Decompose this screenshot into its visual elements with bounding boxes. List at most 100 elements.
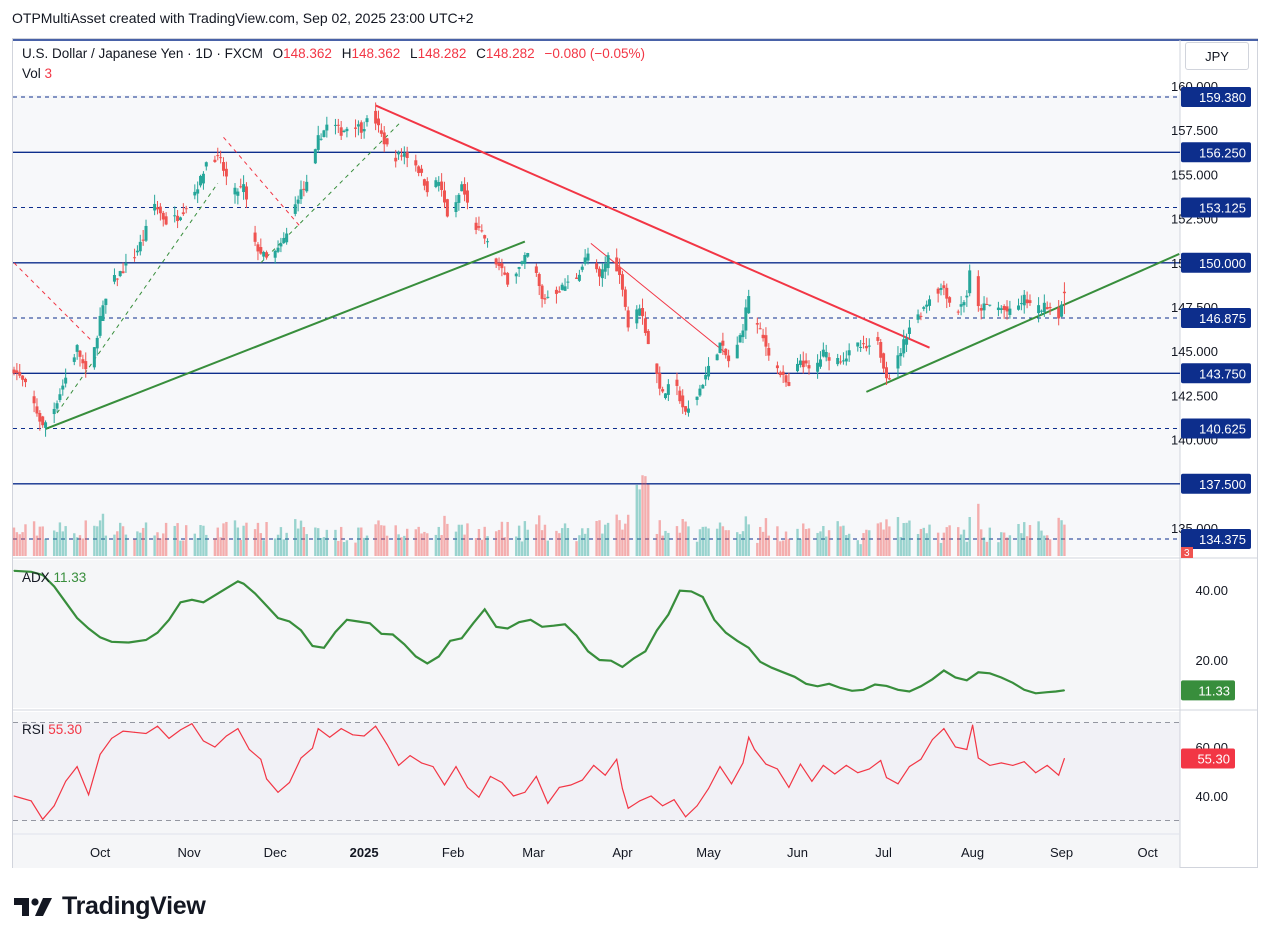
candle[interactable] xyxy=(440,173,444,197)
candle[interactable] xyxy=(879,338,883,363)
candle[interactable] xyxy=(262,250,266,261)
candle[interactable] xyxy=(847,343,851,362)
candle[interactable] xyxy=(761,328,765,342)
tradingview-logo[interactable]: TradingView xyxy=(14,892,206,921)
candle[interactable] xyxy=(1008,300,1012,319)
candle[interactable] xyxy=(821,342,825,358)
candle[interactable] xyxy=(514,272,518,284)
candle[interactable] xyxy=(1039,309,1043,316)
candle[interactable] xyxy=(675,372,679,396)
candle[interactable] xyxy=(118,270,122,278)
candle[interactable] xyxy=(463,177,467,202)
dashed-channel-down-2[interactable] xyxy=(223,136,302,228)
candle[interactable] xyxy=(265,250,269,260)
candle[interactable] xyxy=(520,260,524,266)
candle[interactable] xyxy=(1062,282,1066,315)
candle[interactable] xyxy=(1057,300,1061,326)
candle[interactable] xyxy=(95,335,99,356)
candle[interactable] xyxy=(397,150,401,160)
candle[interactable] xyxy=(92,347,96,370)
candle[interactable] xyxy=(942,280,946,296)
candle[interactable] xyxy=(887,374,891,381)
candle[interactable] xyxy=(242,175,246,200)
candle[interactable] xyxy=(285,227,289,245)
candle[interactable] xyxy=(244,182,248,208)
candle[interactable] xyxy=(747,289,751,315)
candle[interactable] xyxy=(379,123,383,137)
candle[interactable] xyxy=(537,272,541,296)
candle[interactable] xyxy=(721,332,725,355)
candle[interactable] xyxy=(1002,304,1006,319)
candle[interactable] xyxy=(784,374,788,387)
candle[interactable] xyxy=(681,389,685,414)
candle[interactable] xyxy=(219,150,223,164)
candle[interactable] xyxy=(586,247,590,265)
candle[interactable] xyxy=(758,322,762,330)
candle[interactable] xyxy=(775,361,779,375)
adx-line[interactable] xyxy=(13,569,1065,695)
candle[interactable] xyxy=(807,360,811,375)
candle[interactable] xyxy=(339,121,343,141)
candle[interactable] xyxy=(606,252,610,276)
candle[interactable] xyxy=(18,363,22,379)
candle[interactable] xyxy=(41,415,45,428)
candle[interactable] xyxy=(115,278,119,287)
candle[interactable] xyxy=(996,301,1000,317)
candle[interactable] xyxy=(497,257,501,271)
candle[interactable] xyxy=(184,205,188,214)
candle[interactable] xyxy=(959,296,963,316)
candle[interactable] xyxy=(965,290,969,307)
candle[interactable] xyxy=(575,273,579,279)
candle[interactable] xyxy=(336,118,340,134)
candle[interactable] xyxy=(1028,294,1032,306)
candle[interactable] xyxy=(856,342,860,352)
candle[interactable] xyxy=(905,333,909,352)
candle[interactable] xyxy=(15,363,19,381)
candle[interactable] xyxy=(156,200,159,215)
candle[interactable] xyxy=(414,154,418,172)
candle[interactable] xyxy=(422,178,426,191)
candle[interactable] xyxy=(767,343,771,361)
candle[interactable] xyxy=(193,184,197,200)
candle[interactable] xyxy=(724,348,728,359)
candle[interactable] xyxy=(715,353,719,361)
candle[interactable] xyxy=(618,258,622,284)
candle[interactable] xyxy=(566,275,570,289)
candle[interactable] xyxy=(781,365,785,384)
candle[interactable] xyxy=(176,209,180,229)
candle[interactable] xyxy=(623,286,627,311)
candle[interactable] xyxy=(55,400,59,413)
candle[interactable] xyxy=(101,300,105,322)
candle[interactable] xyxy=(213,155,217,163)
candle[interactable] xyxy=(104,298,108,314)
candle[interactable] xyxy=(867,338,871,355)
candle[interactable] xyxy=(663,393,667,400)
candle[interactable] xyxy=(804,353,808,367)
candle[interactable] xyxy=(365,115,369,127)
candle[interactable] xyxy=(796,357,800,373)
candle[interactable] xyxy=(738,333,742,343)
candle[interactable] xyxy=(402,146,406,165)
candle[interactable] xyxy=(296,195,300,212)
candle[interactable] xyxy=(153,194,157,216)
candle[interactable] xyxy=(936,287,940,303)
candle[interactable] xyxy=(976,270,980,312)
candle[interactable] xyxy=(394,149,398,168)
candle[interactable] xyxy=(500,258,504,277)
candle[interactable] xyxy=(124,253,128,273)
candle[interactable] xyxy=(259,238,263,255)
candle[interactable] xyxy=(135,245,139,256)
candle[interactable] xyxy=(222,157,226,177)
candle[interactable] xyxy=(583,249,587,266)
candle[interactable] xyxy=(81,354,85,370)
candle[interactable] xyxy=(979,304,983,320)
candle[interactable] xyxy=(161,210,165,227)
candle[interactable] xyxy=(483,234,487,245)
candle[interactable] xyxy=(204,161,208,171)
candle[interactable] xyxy=(477,216,481,231)
candle[interactable] xyxy=(907,319,911,339)
candle[interactable] xyxy=(457,193,461,211)
downtrend-line-short[interactable] xyxy=(590,242,727,354)
candle[interactable] xyxy=(276,240,280,254)
